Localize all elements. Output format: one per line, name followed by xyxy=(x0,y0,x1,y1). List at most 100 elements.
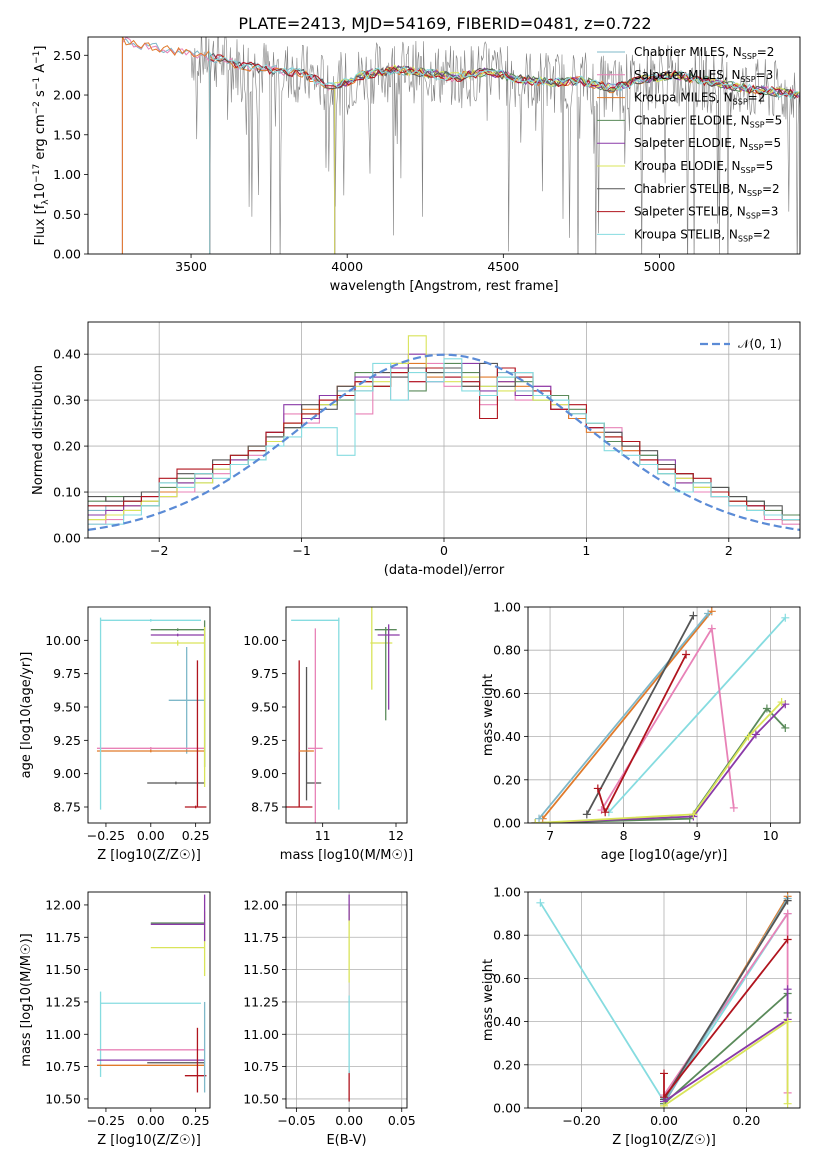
legend-label: Chabrier STELIB, N xyxy=(634,182,747,196)
weight-marker xyxy=(781,613,790,622)
y-tick-label: 0.60 xyxy=(493,971,521,986)
plot-area xyxy=(88,335,800,531)
x-tick-label: −0.20 xyxy=(562,1113,600,1128)
legend-sub: SSP xyxy=(738,234,753,243)
x-tick-label: 1 xyxy=(582,543,590,558)
legend-sub: SSP xyxy=(741,75,756,84)
y-tick-label: 9.00 xyxy=(53,766,81,781)
x-axis-label: Z [log10(Z/Z☉)] xyxy=(612,1133,716,1148)
y-tick-label: 0.80 xyxy=(493,928,521,943)
panel-mass-weight-vs-age: 7 8 9 10 0.00 0.20 0.40 0.60 0.80 1.00 age [log10(… xyxy=(481,600,801,863)
plot-area xyxy=(96,617,207,810)
y-axis-label: mass weight xyxy=(481,959,496,1041)
legend-tail: =3 xyxy=(761,205,779,219)
axes-frame xyxy=(87,36,801,255)
y-tick-label: 8.75 xyxy=(53,800,81,815)
weight-line-chabrier-stelib xyxy=(586,615,695,815)
x-tick-label: 11 xyxy=(315,828,331,843)
legend-entry: 𝒩(0, 1) xyxy=(738,337,782,351)
legend-entry: Chabrier MILES, NSSP=2 xyxy=(634,45,774,61)
y-tick-label: 0.10 xyxy=(53,485,81,500)
legend-label: Kroupa STELIB, N xyxy=(634,227,738,241)
weight-line-chabrier-elodie xyxy=(535,707,786,823)
y-tick-label: 0.30 xyxy=(53,393,81,408)
x-tick-label: 10 xyxy=(763,828,779,843)
weight-line-salpeter-elodie xyxy=(535,703,786,823)
axes-frame xyxy=(87,891,211,1109)
y-axis-label-part: Flux [f xyxy=(33,204,48,245)
axes-frame xyxy=(285,891,408,1109)
legend-entry: Chabrier STELIB, NSSP=2 xyxy=(634,182,780,198)
y-axis-label: mass [log10(M/M☉)] xyxy=(19,933,34,1066)
y-axis-label-part: s xyxy=(33,90,48,101)
y-tick-label: 9.50 xyxy=(53,700,81,715)
x-tick-label: 9 xyxy=(693,828,701,843)
y-tick-label: 0.20 xyxy=(493,772,521,787)
legend-sub: SSP xyxy=(733,98,748,107)
weight-marker xyxy=(660,1101,668,1108)
legend-label: Chabrier MILES, N xyxy=(634,45,742,59)
legend-entry: Kroupa STELIB, NSSP=2 xyxy=(634,227,771,243)
y-tick-label: 10.00 xyxy=(45,633,81,648)
y-axis-label-part: −17 xyxy=(32,164,42,183)
x-tick-label: 5000 xyxy=(644,259,676,274)
hist-salpeter-stelib xyxy=(88,367,800,521)
x-tick-label: 0.00 xyxy=(137,1113,165,1128)
legend-tail: =2 xyxy=(748,91,766,105)
y-tick-label: 0.00 xyxy=(53,531,81,546)
legend-sub: SSP xyxy=(747,189,762,198)
x-tick-label: −0.25 xyxy=(87,1113,125,1128)
legend-label: Kroupa ELODIE, N xyxy=(634,159,741,173)
model-line-salpeter-stelib xyxy=(209,54,799,254)
legend-tail: =5 xyxy=(756,159,774,173)
weight-marker xyxy=(707,624,716,633)
axes-frame xyxy=(87,606,211,824)
y-tick-label: 0.00 xyxy=(493,1101,521,1116)
y-tick-label: 0.80 xyxy=(493,643,521,658)
x-tick-label: 7 xyxy=(546,828,554,843)
legend-entry: Salpeter MILES, NSSP=3 xyxy=(634,68,773,84)
y-tick-label: 11.50 xyxy=(243,962,279,977)
weight-marker xyxy=(783,985,792,994)
legend-entry: Salpeter STELIB, NSSP=3 xyxy=(634,205,778,221)
x-tick-label: 0.20 xyxy=(733,1113,761,1128)
panel-mass-weight-vs-Z: −0.20 0.00 0.20 0.00 0.20 0.40 0.60 0.80 1.00 Z [… xyxy=(481,885,801,1148)
x-axis-label: Z [log10(Z/Z☉)] xyxy=(97,1133,201,1148)
panel-age-vs-mass: 11 12 8.75 9.00 9.25 9.50 9.75 10.00 mass [log10… xyxy=(243,606,413,863)
weight-line-chabrier-elodie xyxy=(663,991,789,1105)
y-axis-label-part: λ xyxy=(41,199,51,205)
x-tick-label: 0 xyxy=(440,543,448,558)
y-axis-label: Flux [fλ10−17 erg cm−2 s−1 A−1] xyxy=(32,46,51,246)
y-tick-label: 11.50 xyxy=(45,962,81,977)
weight-marker xyxy=(682,650,691,659)
weight-marker xyxy=(762,704,771,713)
y-tick-label: 1.00 xyxy=(493,885,521,900)
y-tick-label: 9.00 xyxy=(251,766,279,781)
plot-area xyxy=(536,892,792,1108)
legend-entry: Chabrier ELODIE, NSSP=5 xyxy=(634,113,782,129)
y-tick-label: 10.75 xyxy=(45,1059,81,1074)
weight-line-chabrier-miles xyxy=(538,612,709,820)
weight-marker xyxy=(783,896,792,905)
x-tick-label: 3500 xyxy=(175,259,207,274)
legend-sub: SSP xyxy=(748,143,763,152)
weight-marker xyxy=(689,810,698,819)
legend-entry: Kroupa MILES, NSSP=2 xyxy=(634,91,765,107)
weight-marker xyxy=(593,784,602,793)
panel-spectrum: 3500 4000 4500 5000 0.00 0.50 1.00 1.50 2.00 2.50… xyxy=(32,36,801,294)
y-tick-label: 0.40 xyxy=(493,1014,521,1029)
panel-age-vs-Z: −0.25 0.00 0.25 8.75 9.00 9.25 9.50 9.75 10.00 Z … xyxy=(19,606,211,863)
weight-line-salpeter-stelib xyxy=(663,938,789,1100)
y-axis-label-part: −1 xyxy=(32,77,42,90)
legend-label: Kroupa MILES, N xyxy=(634,91,733,105)
legend-label: Salpeter MILES, N xyxy=(634,68,741,82)
y-tick-label: 0.50 xyxy=(53,207,81,222)
y-tick-label: 10.50 xyxy=(45,1091,81,1106)
model-line-kroupa-elodie xyxy=(334,64,800,254)
weight-marker xyxy=(744,732,753,741)
weight-marker xyxy=(689,611,698,620)
y-tick-label: 11.00 xyxy=(243,1027,279,1042)
normal-curve xyxy=(88,353,800,531)
y-axis-label: mass weight xyxy=(481,674,496,756)
y-tick-label: 2.00 xyxy=(53,88,81,103)
